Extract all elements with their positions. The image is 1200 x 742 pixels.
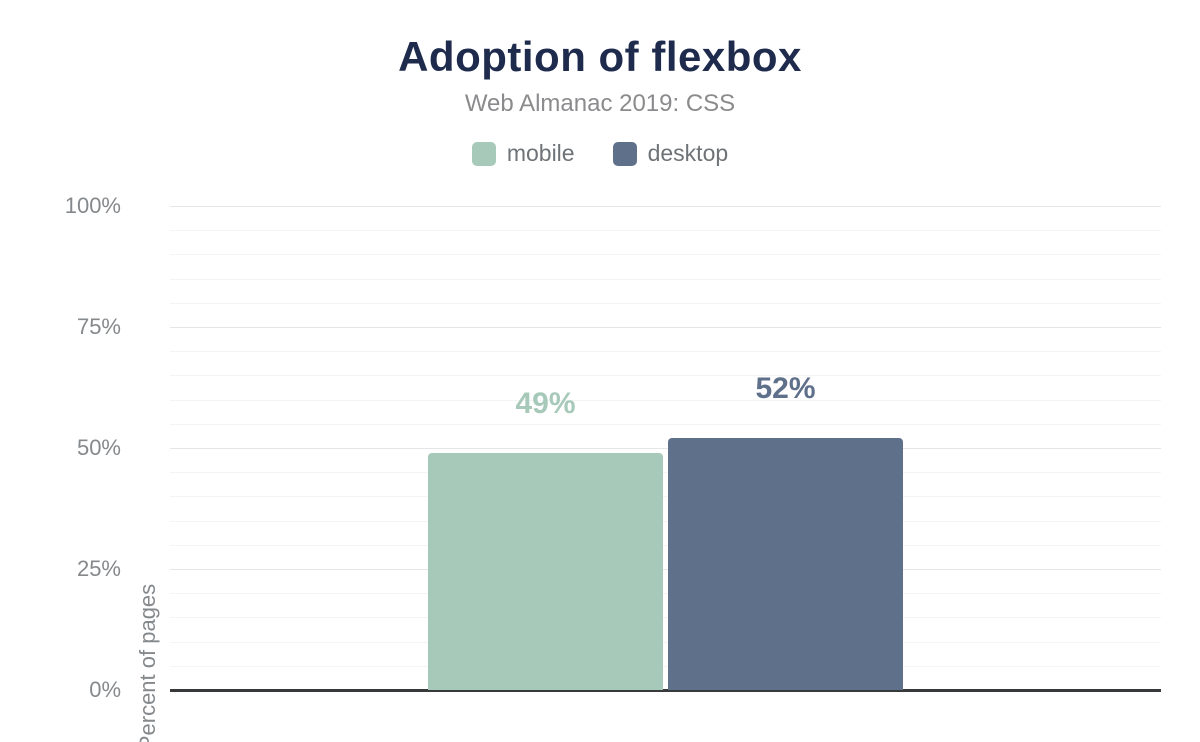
- minor-gridline: [170, 351, 1161, 353]
- plot-area: Percent of pages 0% 25% 50% 75% 100% 49% 52%: [65, 193, 1161, 742]
- desktop-swatch-icon: [612, 141, 637, 166]
- minor-gridline: [170, 593, 1161, 595]
- mobile-swatch-icon: [471, 141, 496, 166]
- minor-gridline: [170, 230, 1161, 232]
- minor-gridline: [170, 254, 1161, 256]
- minor-gridline: [170, 496, 1161, 498]
- minor-gridline: [170, 617, 1161, 619]
- minor-gridline: [170, 520, 1161, 522]
- major-gridline: [170, 206, 1161, 207]
- y-tick-label: 100%: [64, 193, 121, 218]
- y-tick-label: 50%: [76, 435, 121, 460]
- minor-gridline: [170, 278, 1161, 280]
- chart-subtitle: Web Almanac 2019: CSS: [464, 90, 736, 117]
- legend: mobile desktop: [0, 140, 1200, 167]
- legend-item-desktop[interactable]: desktop: [612, 140, 729, 167]
- bar-desktop[interactable]: [668, 438, 903, 690]
- legend-label-desktop: desktop: [647, 140, 729, 166]
- major-gridline: [170, 569, 1161, 570]
- chart-title: Adoption of flexbox: [398, 33, 802, 80]
- minor-gridline: [170, 665, 1161, 667]
- minor-gridline: [170, 423, 1161, 425]
- minor-gridline: [170, 399, 1161, 401]
- x-axis-line: [170, 689, 1161, 692]
- minor-gridline: [170, 302, 1161, 304]
- minor-gridline: [170, 641, 1161, 643]
- minor-gridline: [170, 472, 1161, 474]
- y-axis-title: Percent of pages: [135, 583, 160, 742]
- major-gridline: [170, 327, 1161, 328]
- minor-gridline: [170, 544, 1161, 546]
- y-tick-label: 75%: [76, 314, 121, 339]
- bar-mobile[interactable]: [428, 452, 663, 690]
- bar-label-mobile: 49%: [515, 386, 576, 420]
- y-tick-label: 25%: [76, 556, 121, 581]
- minor-gridline: [170, 375, 1161, 377]
- legend-item-mobile[interactable]: mobile: [471, 140, 575, 167]
- bar-label-desktop: 52%: [755, 372, 816, 406]
- major-gridline: [170, 448, 1161, 449]
- legend-label-mobile: mobile: [506, 140, 575, 166]
- y-tick-label: 0%: [89, 677, 121, 702]
